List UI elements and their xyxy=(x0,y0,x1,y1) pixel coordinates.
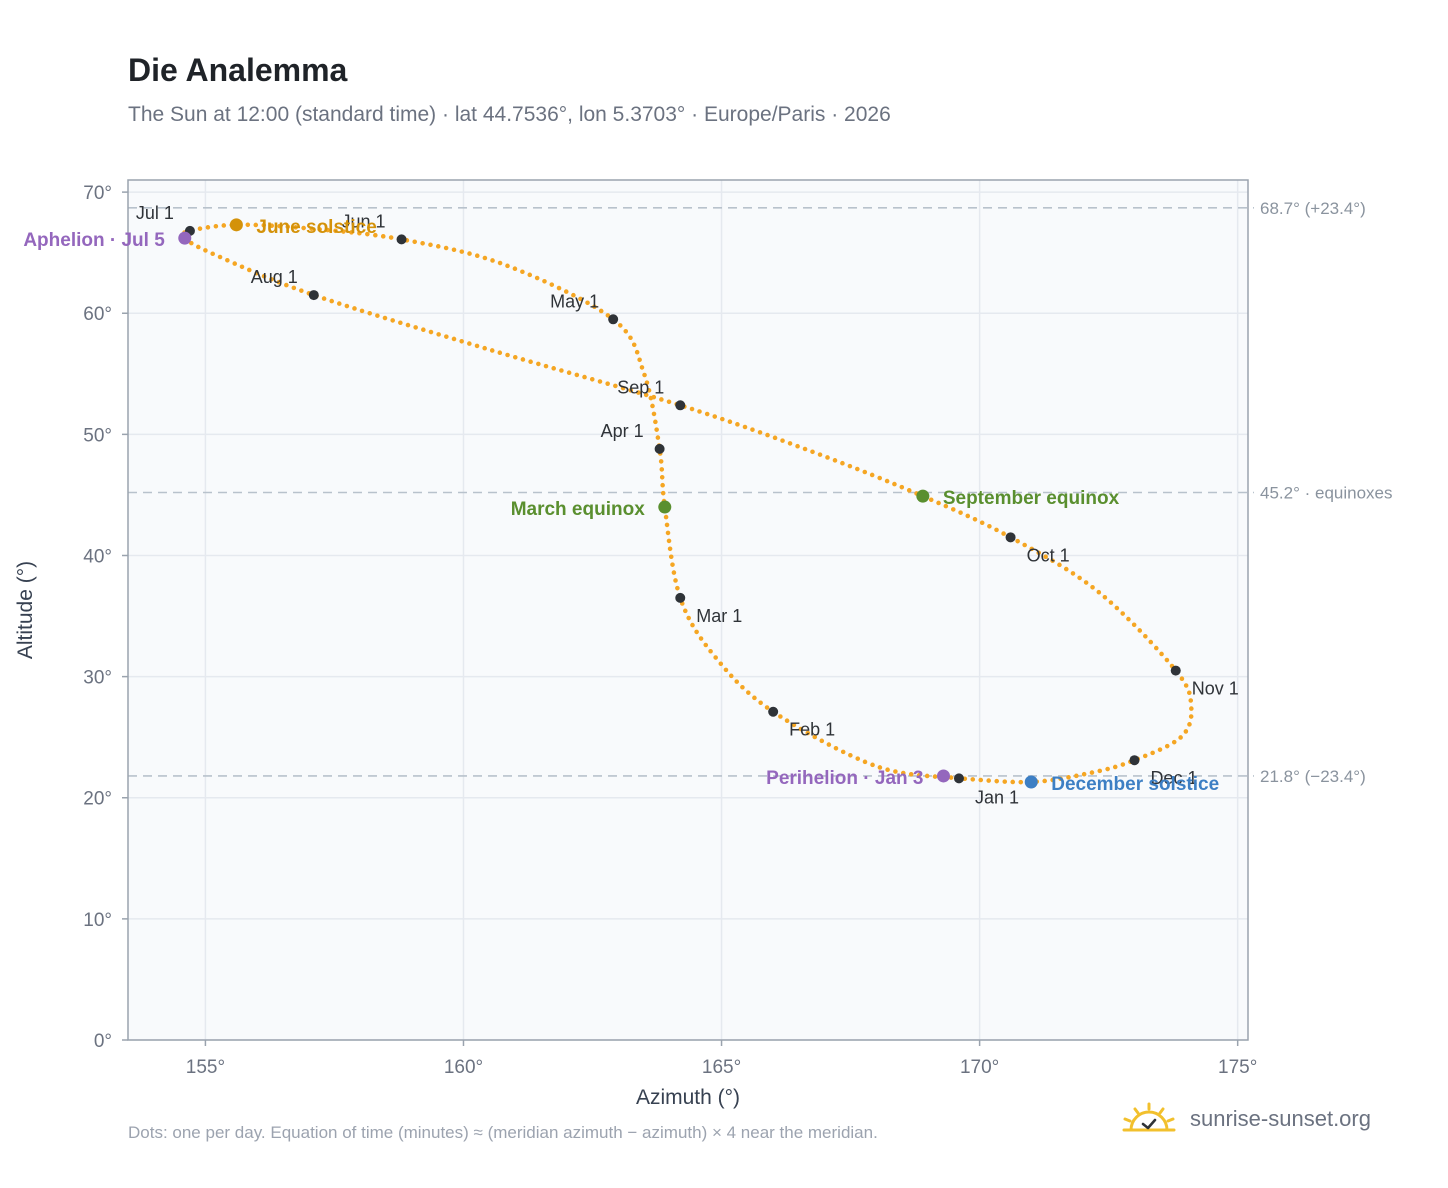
month-marker-label: Jan 1 xyxy=(975,787,1019,807)
footnote: Dots: one per day. Equation of time (min… xyxy=(128,1123,878,1142)
month-marker-dot xyxy=(396,234,407,245)
event-marker-label: March equinox xyxy=(511,499,646,520)
event-marker-dot xyxy=(178,231,192,245)
month-marker-label: Sep 1 xyxy=(617,377,664,397)
y-tick-label: 20° xyxy=(83,789,112,810)
x-tick-label: 175° xyxy=(1218,1057,1257,1078)
month-marker-label: Mar 1 xyxy=(696,606,742,626)
chart-subtitle: The Sun at 12:00 (standard time) · lat 4… xyxy=(128,103,891,126)
month-marker-dot xyxy=(654,443,665,454)
event-marker-label: Perihelion · Jan 3 xyxy=(766,768,923,789)
x-tick-label: 160° xyxy=(444,1057,483,1078)
event-marker-label: June solstice xyxy=(256,217,376,238)
event-marker-dot xyxy=(229,218,243,232)
month-marker-label: Oct 1 xyxy=(1027,545,1070,565)
month-marker-dot xyxy=(608,314,619,325)
reference-line-label: 45.2° · equinoxes xyxy=(1260,484,1393,503)
event-marker-dot xyxy=(658,500,672,514)
month-marker-label: Dec 1 xyxy=(1150,768,1197,788)
event-marker-dot xyxy=(916,489,930,503)
month-markers: Jan 1 Feb 1 Mar 1 Apr 1 May 1 Jun 1 Jul 1 Aug 1… xyxy=(136,203,1239,807)
month-marker-label: Apr 1 xyxy=(601,421,644,441)
x-axis-label: Azimuth (°) xyxy=(636,1086,740,1109)
month-marker-dot xyxy=(1170,665,1181,676)
month-marker-dot xyxy=(1129,755,1140,766)
plot-frame xyxy=(127,179,1249,1041)
y-tick-label: 10° xyxy=(83,910,112,931)
event-markers: June solstice March equinox September equi… xyxy=(23,217,1219,795)
y-tick-label: 0° xyxy=(94,1031,112,1052)
axis-ticks: 155° 160° 165° 170° 175° 0° 10° 20° 30° 40° 50° 60°… xyxy=(83,183,1257,1078)
x-tick-label: 155° xyxy=(186,1057,225,1078)
month-marker-dot xyxy=(1005,532,1016,543)
y-tick-label: 60° xyxy=(83,304,112,325)
month-marker-dot xyxy=(953,773,964,784)
month-marker-dot xyxy=(308,290,319,301)
month-marker-label: Jun 1 xyxy=(342,211,386,231)
y-tick-label: 70° xyxy=(83,183,112,204)
sun-logo-icon xyxy=(1122,1102,1176,1132)
x-tick-label: 170° xyxy=(960,1057,999,1078)
month-marker-dot xyxy=(768,706,779,717)
month-marker-dot xyxy=(675,400,686,411)
reference-line-label: 21.8° (−23.4°) xyxy=(1260,767,1366,786)
month-marker-label: Aug 1 xyxy=(251,267,298,287)
event-marker-dot xyxy=(936,769,950,783)
y-tick-label: 50° xyxy=(83,425,112,446)
event-marker-label: Aphelion · Jul 5 xyxy=(23,230,165,251)
month-marker-dot xyxy=(675,592,686,603)
month-marker-label: Feb 1 xyxy=(789,720,835,740)
event-marker-dot xyxy=(1024,775,1038,789)
daily-sun-positions xyxy=(180,222,1194,785)
brand[interactable]: sunrise-sunset.org xyxy=(1122,1102,1371,1136)
event-marker-label: December solstice xyxy=(1051,774,1219,795)
plot-background xyxy=(128,180,1248,1040)
brand-name: sunrise-sunset.org xyxy=(1190,1106,1371,1131)
event-marker-label: September equinox xyxy=(943,488,1120,509)
y-axis-label: Altitude (°) xyxy=(14,561,37,659)
month-marker-label: May 1 xyxy=(550,291,599,311)
x-tick-label: 165° xyxy=(702,1057,741,1078)
analemma-curve xyxy=(180,222,1194,785)
y-tick-label: 30° xyxy=(83,668,112,689)
month-marker-label: Jul 1 xyxy=(136,203,174,223)
chart-title: Die Analemma xyxy=(128,52,348,88)
month-marker-label: Nov 1 xyxy=(1192,679,1239,699)
reference-line-label: 68.7° (+23.4°) xyxy=(1260,199,1366,218)
reference-lines: 68.7° (+23.4°) 45.2° · equinoxes 21.8° (−2… xyxy=(128,199,1393,786)
y-tick-label: 40° xyxy=(83,546,112,567)
